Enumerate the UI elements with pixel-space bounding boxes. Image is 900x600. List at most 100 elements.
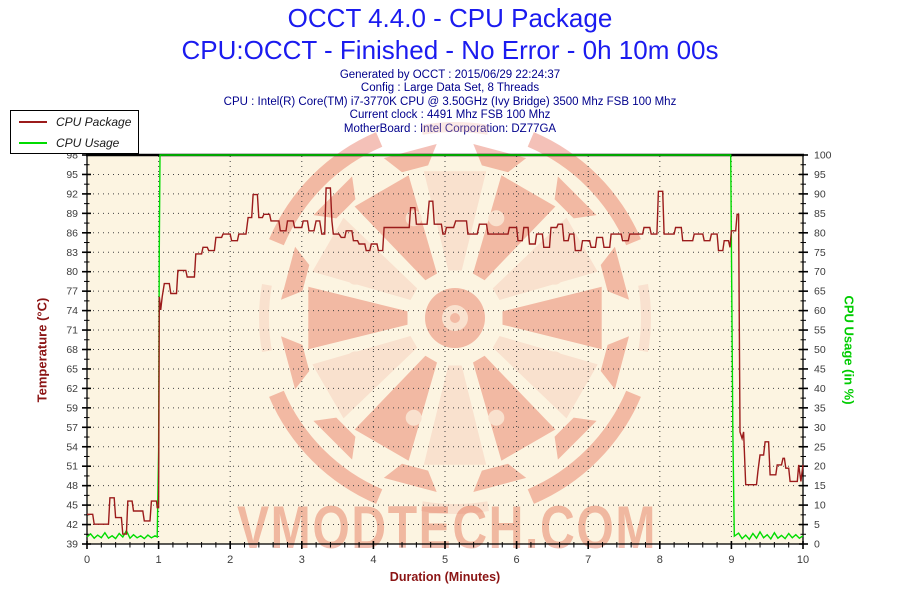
- x-tick-label: 5: [442, 554, 448, 566]
- legend-box: CPU Package CPU Usage: [10, 110, 139, 154]
- y-left-tick-label: 42: [66, 519, 78, 531]
- watermark-ray: [600, 336, 629, 390]
- watermark-dot: [488, 409, 505, 426]
- info-generated-by: Generated by OCCT : 2015/06/29 22:24:37: [339, 69, 561, 81]
- watermark-ray: [383, 463, 437, 492]
- y-left-tick-label: 92: [66, 188, 78, 200]
- y-right-tick-label: 30: [814, 422, 826, 434]
- series-cpu-package: [87, 187, 804, 535]
- system-info-block: Generated by OCCT : 2015/06/29 22:24:37 …: [0, 69, 900, 136]
- watermark-hub-inner: [442, 305, 468, 331]
- x-tick-label: 7: [585, 554, 591, 566]
- x-tick-label: 10: [797, 554, 809, 566]
- watermark-ray: [313, 417, 356, 460]
- y-left-tick-label: 71: [66, 325, 78, 337]
- y-right-tick-label: 25: [814, 441, 826, 453]
- y-right-tick-label: 20: [814, 461, 826, 473]
- y-left-tick-label: 45: [66, 500, 78, 512]
- legend-label: CPU Package: [56, 115, 132, 129]
- x-axis-title-duration: Duration (Minutes): [389, 570, 501, 584]
- series-cpu-usage: [86, 154, 804, 541]
- x-tick-label: 4: [370, 554, 376, 566]
- y-right-tick-label: 75: [814, 247, 826, 259]
- legend-item-cpu-usage: CPU Usage: [11, 133, 138, 153]
- watermark-ray: [473, 144, 527, 173]
- y-left-tick-label: 59: [66, 402, 78, 414]
- watermark-ray: [492, 336, 598, 419]
- y-left-tick-label: 68: [66, 344, 78, 356]
- y-left-tick-label: 83: [66, 247, 78, 259]
- y-right-tick-label: 65: [814, 286, 826, 298]
- watermark-arc: [259, 284, 272, 352]
- y-left-tick-label: 62: [66, 383, 78, 395]
- x-tick-label: 8: [657, 554, 663, 566]
- watermark-arc: [421, 501, 489, 514]
- watermark-ray: [423, 365, 487, 465]
- x-tick-label: 0: [84, 554, 90, 566]
- y-left-tick-label: 57: [66, 422, 78, 434]
- y-left-tick-label: 80: [66, 266, 78, 278]
- watermark-dot: [347, 351, 364, 368]
- watermark-dot: [546, 268, 563, 285]
- watermark-hub: [425, 288, 485, 348]
- y-left-tick-label: 77: [66, 286, 78, 298]
- page-title: OCCT 4.4.0 - CPU Package: [287, 3, 613, 33]
- y-right-tick-label: 100: [814, 150, 832, 162]
- y-right-tick-label: 45: [814, 363, 826, 375]
- watermark-dot: [488, 210, 505, 227]
- x-tick-label: 1: [156, 554, 162, 566]
- gridlines: [88, 156, 802, 543]
- legend-label: CPU Usage: [56, 136, 120, 150]
- info-cpu: CPU : Intel(R) Core(TM) i7-3770K CPU @ 3…: [223, 95, 677, 108]
- watermark-arc: [269, 390, 383, 504]
- y-right-tick-label: 15: [814, 480, 826, 492]
- watermark-ray: [308, 286, 408, 350]
- y-right-tick-label: 85: [814, 208, 826, 220]
- watermark-dot: [347, 268, 364, 285]
- watermark-ray: [600, 246, 629, 300]
- y-right-tick-label: 5: [814, 519, 820, 531]
- watermark-ray: [473, 355, 556, 461]
- y-left-tick-label: 89: [66, 208, 78, 220]
- watermark-dot: [405, 409, 422, 426]
- y-left-tick-label: 51: [66, 461, 78, 473]
- y-right-tick-label: 55: [814, 325, 826, 337]
- watermark-ray: [354, 355, 437, 461]
- tick-labels: 9895928986838077747168656259575451484542…: [66, 150, 831, 567]
- watermark-dot: [546, 351, 563, 368]
- watermark-arc: [638, 284, 651, 352]
- y-left-tick-label: 95: [66, 169, 78, 181]
- y-left-tick-label: 65: [66, 363, 78, 375]
- watermark-arc: [269, 132, 383, 246]
- watermark-text: VMODTECH.COM: [237, 494, 657, 561]
- watermark-ray: [502, 286, 602, 350]
- y-left-tick-label: 74: [66, 305, 78, 317]
- y-right-tick-label: 60: [814, 305, 826, 317]
- watermark-ray: [312, 336, 418, 419]
- info-motherboard: MotherBoard : Intel Corporation: DZ77GA: [343, 122, 557, 135]
- y-axis-title-cpu-usage: CPU Usage (in %): [841, 295, 857, 405]
- y-left-tick-label: 86: [66, 227, 78, 239]
- y-right-tick-label: 40: [814, 383, 826, 395]
- x-tick-label: 9: [728, 554, 734, 566]
- y-right-tick-label: 10: [814, 500, 826, 512]
- data-series: [86, 154, 804, 541]
- y-left-tick-label: 54: [66, 441, 78, 453]
- y-right-tick-label: 80: [814, 227, 826, 239]
- watermark: VMODTECH.COM: [237, 122, 657, 561]
- watermark-arc: [421, 122, 489, 135]
- watermark-logo: [259, 122, 651, 514]
- info-current-clock: Current clock : 4491 Mhz FSB 100 Mhz: [349, 109, 551, 122]
- page-subtitle: CPU:OCCT - Finished - No Error - 0h 10m …: [181, 35, 719, 65]
- watermark-arc: [527, 132, 641, 246]
- watermark-ray: [313, 176, 356, 219]
- y-left-tick-label: 48: [66, 480, 78, 492]
- watermark-ray: [383, 144, 437, 173]
- watermark-ray: [312, 217, 418, 300]
- watermark-ray: [492, 217, 598, 300]
- info-config: Config : Large Data Set, 8 Threads: [360, 82, 540, 95]
- y-right-tick-label: 35: [814, 402, 826, 414]
- legend-line-sample: [19, 142, 47, 144]
- legend-line-sample: [19, 121, 47, 123]
